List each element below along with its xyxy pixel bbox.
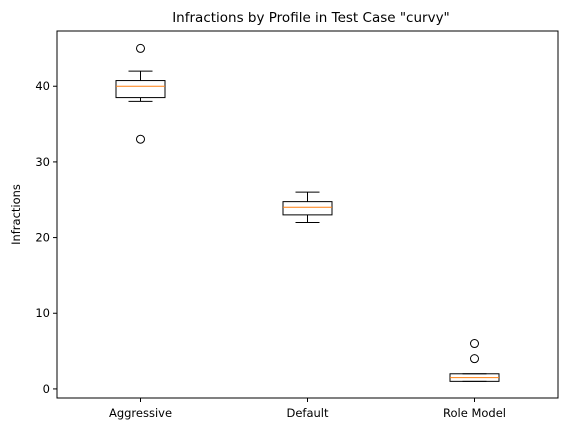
outlier-point [470, 354, 479, 364]
y-tick-label: 20 [35, 231, 50, 245]
outlier-point [470, 339, 479, 349]
x-tick-label: Default [286, 406, 329, 420]
outlier-point [136, 134, 145, 144]
x-tick-label: Aggressive [109, 406, 172, 420]
y-tick-label: 0 [43, 382, 50, 396]
y-tick-label: 40 [35, 79, 50, 93]
x-tick-label: Role Model [443, 406, 506, 420]
y-tick-label: 10 [35, 306, 50, 320]
y-axis-label: Infractions [9, 184, 23, 245]
outlier-point [136, 43, 145, 53]
box [115, 80, 166, 99]
box [282, 201, 333, 216]
y-tick-label: 30 [35, 155, 50, 169]
chart-title: Infractions by Profile in Test Case "cur… [172, 10, 450, 26]
plot-area [115, 43, 500, 382]
